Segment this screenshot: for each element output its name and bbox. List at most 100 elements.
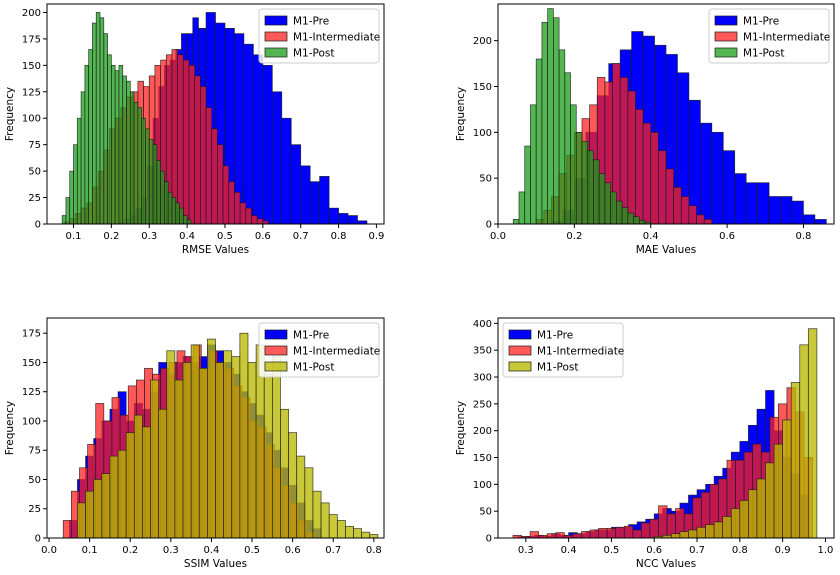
- x-tick-label: 0.3: [141, 231, 157, 242]
- y-tick-label: 50: [479, 174, 492, 185]
- bar: [627, 212, 634, 225]
- legend-label: M1-Intermediate: [293, 32, 380, 44]
- bar: [211, 128, 218, 225]
- y-tick-label: 50: [28, 475, 41, 486]
- bar: [304, 467, 314, 539]
- x-tick-label: 0.4: [643, 231, 659, 242]
- legend: M1-Pre M1-Intermediate M1-Post: [258, 8, 380, 64]
- y-tick-label: 0: [486, 220, 492, 231]
- bar: [535, 58, 543, 225]
- bar: [85, 490, 95, 539]
- bar: [581, 141, 589, 225]
- bar: [126, 80, 131, 225]
- bar: [696, 214, 705, 225]
- bar: [814, 219, 827, 225]
- bar: [670, 533, 681, 539]
- bar: [280, 408, 289, 539]
- legend-label: M1-Post: [537, 362, 579, 374]
- bar: [529, 531, 540, 539]
- bar: [239, 202, 247, 225]
- bar: [518, 191, 526, 225]
- bar: [546, 533, 557, 539]
- y-tick-label: 100: [22, 114, 41, 125]
- y-tick-label: 100: [22, 416, 41, 427]
- bar: [768, 196, 781, 225]
- y-tick-label: 100: [473, 480, 492, 491]
- bar: [711, 131, 724, 225]
- y-tick-label: 50: [28, 167, 41, 178]
- bar: [194, 75, 201, 225]
- bar: [773, 443, 783, 539]
- x-tick-label: 0.2: [566, 231, 582, 242]
- legend-label: M1-Post: [293, 48, 335, 60]
- legend-swatch: [264, 329, 288, 340]
- x-tick-label: 0.6: [646, 545, 662, 556]
- bar: [111, 64, 116, 225]
- bar: [638, 219, 646, 225]
- bar: [174, 379, 184, 539]
- bar: [142, 426, 151, 539]
- bar: [281, 117, 292, 225]
- y-tick-label: 125: [22, 387, 41, 398]
- y-tick-label: 175: [22, 329, 41, 340]
- bar: [658, 505, 668, 539]
- y-tick-label: 175: [22, 34, 41, 45]
- bar: [77, 502, 86, 539]
- y-tick-label: 0: [486, 534, 492, 545]
- bar: [288, 432, 298, 539]
- bar: [369, 534, 379, 539]
- bar: [182, 59, 190, 225]
- bar: [722, 150, 736, 225]
- bar: [69, 170, 74, 225]
- x-axis-label: SSIM Values: [184, 558, 247, 570]
- bar: [207, 338, 216, 539]
- y-axis-label: Frequency: [4, 401, 16, 455]
- bar: [713, 521, 724, 539]
- bar: [182, 215, 188, 225]
- y-tick-label: 200: [22, 8, 41, 19]
- legend-box: [258, 322, 380, 378]
- y-tick-label: 150: [22, 61, 41, 72]
- x-tick-label: 0.3: [163, 545, 179, 556]
- x-axis-label: NCC Values: [636, 558, 696, 570]
- series-ncc-2: [653, 328, 818, 539]
- bar: [782, 419, 792, 539]
- bar: [125, 432, 135, 539]
- bar: [555, 532, 565, 539]
- bar: [171, 197, 177, 225]
- legend-label: M1-Intermediate: [743, 32, 830, 44]
- bar: [205, 107, 213, 225]
- bar: [361, 531, 371, 539]
- legend-swatch: [264, 15, 288, 26]
- x-tick-label: 0.8: [366, 545, 382, 556]
- x-tick-label: 0.7: [689, 545, 705, 556]
- legend-swatch: [264, 47, 288, 58]
- bar: [129, 91, 135, 225]
- bar: [231, 356, 241, 539]
- legend-swatch: [264, 361, 288, 372]
- x-tick-label: 0.4: [561, 545, 577, 556]
- bar: [133, 102, 139, 225]
- bar: [336, 520, 346, 539]
- bar: [296, 455, 306, 539]
- bar: [122, 75, 127, 225]
- bar: [512, 219, 520, 225]
- legend: M1-Pre M1-Intermediate M1-Post: [258, 322, 380, 378]
- x-tick-label: 0.8: [331, 231, 347, 242]
- bar: [166, 350, 176, 539]
- bar: [353, 528, 363, 539]
- bar: [65, 197, 71, 225]
- legend-label: M1-Post: [743, 48, 785, 60]
- legend-box: [502, 322, 624, 378]
- x-tick-label: 1.0: [817, 545, 833, 556]
- bar: [649, 518, 659, 539]
- bar: [756, 478, 766, 539]
- bar: [215, 362, 224, 539]
- legend-label: M1-Pre: [293, 330, 329, 342]
- bar: [158, 408, 168, 539]
- bar: [696, 526, 706, 539]
- y-tick-label: 400: [473, 319, 492, 330]
- bar: [632, 529, 642, 539]
- bar: [137, 107, 143, 225]
